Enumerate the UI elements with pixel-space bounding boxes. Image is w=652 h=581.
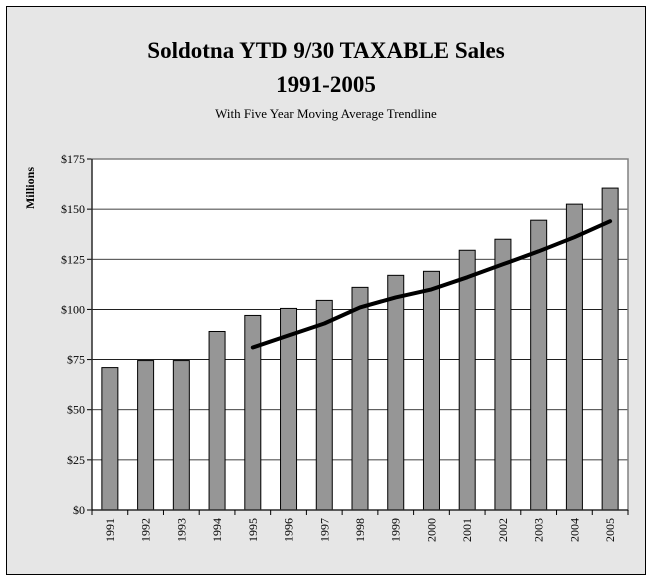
y-tick-label: $150 <box>61 202 85 216</box>
x-tick-label-2000: 2000 <box>424 518 438 542</box>
y-tick-label: $50 <box>67 403 85 417</box>
x-tick-label-1993: 1993 <box>174 518 188 542</box>
x-tick-label-1997: 1997 <box>317 518 331 542</box>
x-tick-label-2004: 2004 <box>567 518 581 542</box>
bar-2004 <box>565 203 583 511</box>
y-tick-label: $175 <box>61 152 85 166</box>
chart-title-years: 1991-2005 <box>276 72 376 97</box>
x-tick-label-1999: 1999 <box>389 518 403 542</box>
bar-2001 <box>458 249 476 511</box>
chart-title: Soldotna YTD 9/30 TAXABLE Sales <box>147 38 505 63</box>
bar-1993 <box>172 360 190 511</box>
x-tick-label-2005: 2005 <box>603 518 617 542</box>
bar-1999 <box>387 274 405 511</box>
bar-1992 <box>137 360 155 511</box>
chart-subtitle: With Five Year Moving Average Trendline <box>215 106 437 121</box>
y-tick-label: $125 <box>61 252 85 266</box>
x-tick-label-1996: 1996 <box>282 518 296 542</box>
x-tick-label-1994: 1994 <box>210 518 224 542</box>
x-tick-label-1998: 1998 <box>353 518 367 542</box>
x-tick-label-1992: 1992 <box>139 518 153 542</box>
x-tick-label-1995: 1995 <box>246 518 260 542</box>
bar-1994 <box>208 330 226 511</box>
y-tick-label: $100 <box>61 302 85 316</box>
moving-average-trendline <box>250 219 613 350</box>
x-tick-label-2003: 2003 <box>532 518 546 542</box>
bar-2003 <box>530 219 548 511</box>
y-tick-label: $0 <box>73 503 85 517</box>
bar-1998 <box>351 286 369 511</box>
y-tick-label: $25 <box>67 453 85 467</box>
bar-1991 <box>101 367 119 511</box>
y-tick-label: $75 <box>67 353 85 367</box>
bar-2000 <box>422 270 440 511</box>
bar-2002 <box>494 238 512 511</box>
bar-1997 <box>315 299 333 511</box>
x-tick-label-2002: 2002 <box>496 518 510 542</box>
bar-2005 <box>601 187 619 511</box>
x-tick-label-1991: 1991 <box>103 518 117 542</box>
y-axis-label: Millions <box>23 167 37 209</box>
x-tick-label-2001: 2001 <box>460 518 474 542</box>
